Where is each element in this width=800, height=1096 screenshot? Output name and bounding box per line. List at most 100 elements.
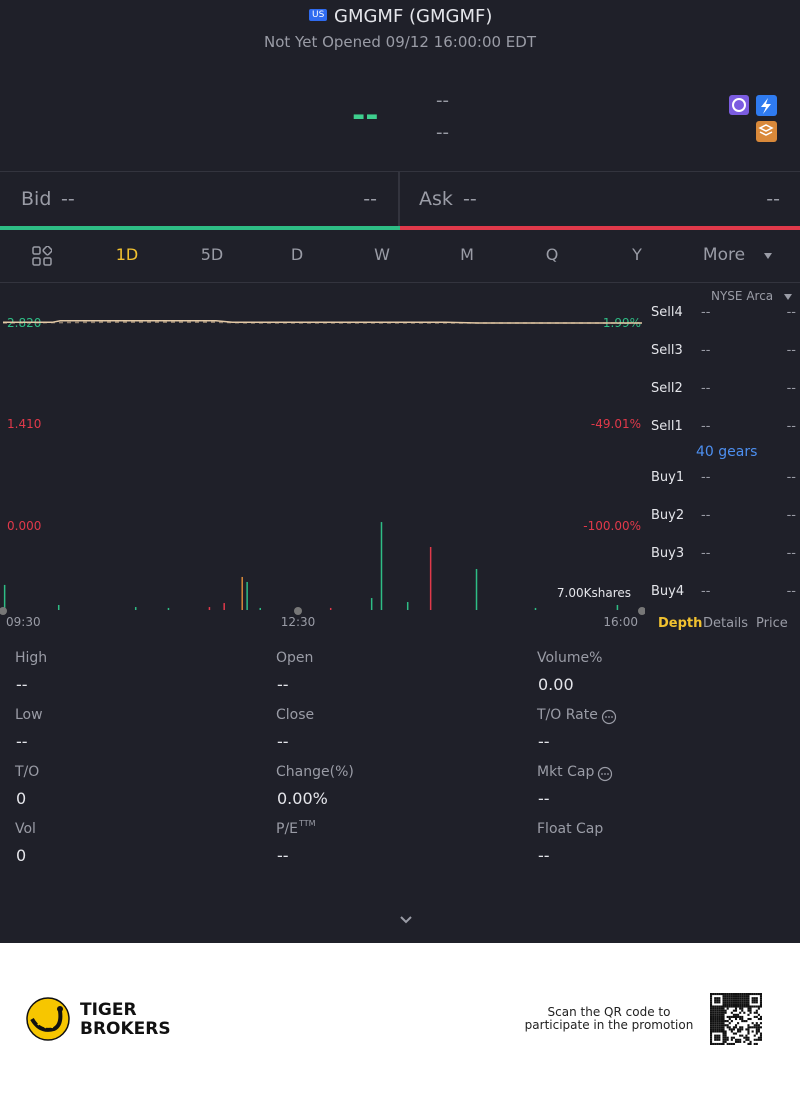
gears[interactable]: 40 gears <box>696 444 758 460</box>
footer: TIGER BROKERS Scan the QR code to partic… <box>0 943 800 1096</box>
qr-cell <box>712 1009 715 1012</box>
qr-cell <box>755 1009 758 1012</box>
feature-icons[interactable] <box>728 94 780 144</box>
qr-cell <box>726 999 729 1002</box>
time-label: 09:30 <box>6 615 41 629</box>
exchange[interactable]: NYSE Arca <box>711 289 774 303</box>
qr-cell <box>743 1003 746 1006</box>
period-tab[interactable]: More <box>702 245 746 265</box>
qr-cell <box>726 1026 729 1029</box>
period-tab[interactable]: 1D <box>115 245 139 264</box>
qr-cell <box>712 1005 715 1008</box>
qr-cell <box>726 993 729 996</box>
qr-text: Scan the QR code to <box>547 1005 671 1019</box>
brand-line: TIGER <box>80 1000 137 1020</box>
book-price: -- <box>701 508 711 523</box>
qr-cell <box>757 1026 760 1029</box>
qr-cell <box>716 1042 719 1045</box>
qr-cell <box>743 1040 746 1043</box>
qr-cell <box>710 1034 713 1037</box>
qr-cell <box>726 1003 729 1006</box>
qr-cell <box>747 1042 750 1045</box>
qr-cell <box>734 1040 738 1043</box>
qr-cell <box>755 999 758 1002</box>
qr-cell <box>737 1001 740 1004</box>
book-size: -- <box>786 343 796 358</box>
expand-icon[interactable] <box>399 915 413 925</box>
change-percent: -- <box>436 122 449 143</box>
book-tab[interactable]: Depth <box>658 616 703 631</box>
qr-cell <box>714 1007 717 1010</box>
stat-value: 0.00% <box>277 789 328 808</box>
qr-cell <box>710 995 713 998</box>
qr-cell <box>755 1038 758 1041</box>
qr-cell <box>755 1024 758 1027</box>
qr-code[interactable] <box>710 993 762 1045</box>
qr-cell <box>741 995 744 998</box>
info-icon[interactable] <box>597 766 613 782</box>
period-tab[interactable]: Y <box>632 245 642 264</box>
status: Not Yet Opened 09/12 16:00:00 EDT <box>264 33 536 51</box>
qr-cell <box>757 1013 760 1016</box>
qr-cell <box>718 993 721 996</box>
qr-cell <box>726 1005 729 1008</box>
qr-cell <box>759 997 762 1000</box>
qr-cell <box>747 999 750 1002</box>
qr-cell <box>747 1013 750 1016</box>
qr-cell <box>720 1007 723 1010</box>
qr-cell <box>732 1015 735 1018</box>
stat-value: 0.00 <box>538 675 574 694</box>
qr-cell <box>732 1001 735 1004</box>
qr-cell <box>739 1017 742 1021</box>
qr-cell <box>730 1003 733 1006</box>
qr-cell <box>714 1001 717 1004</box>
qr-cell <box>722 1013 725 1016</box>
qr-cell <box>757 993 760 996</box>
qr-cell <box>712 1015 715 1018</box>
qr-cell <box>741 1034 744 1037</box>
period-tab[interactable]: Q <box>545 245 559 264</box>
bid-label: Bid <box>21 188 52 210</box>
qr-cell <box>724 1032 727 1035</box>
book-label: Sell4 <box>651 305 683 320</box>
stat-label: Close <box>276 707 315 723</box>
book-price: -- <box>701 305 711 320</box>
qr-cell <box>755 1015 758 1018</box>
qr-cell <box>732 1042 735 1045</box>
qr-cell <box>734 1024 738 1027</box>
period-tab[interactable]: D <box>290 245 304 264</box>
qr-cell <box>724 995 727 998</box>
stat-value: -- <box>277 675 289 694</box>
percent-label: -49.01% <box>591 417 641 431</box>
qr-cell <box>759 1005 762 1008</box>
qr-cell <box>759 1038 762 1041</box>
qr-cell <box>759 993 762 996</box>
ask-size: -- <box>766 188 780 210</box>
qr-cell <box>718 1007 721 1010</box>
book-tab[interactable]: Price <box>756 616 788 631</box>
qr-cell <box>710 997 713 1000</box>
qr-cell <box>728 1028 731 1031</box>
period-tab[interactable]: M <box>460 245 474 264</box>
book-tab[interactable]: Details <box>703 616 749 631</box>
stat-label: T/O <box>15 764 40 780</box>
qr-cell <box>724 1030 727 1033</box>
period-tab[interactable]: 5D <box>200 245 224 264</box>
qr-cell <box>753 1024 756 1027</box>
qr-cell <box>710 1042 713 1045</box>
qr-cell <box>716 1005 719 1008</box>
period-tab[interactable]: W <box>374 245 390 264</box>
qr-cell <box>720 993 723 996</box>
qr-cell <box>739 1011 742 1014</box>
qr-cell <box>712 1017 715 1021</box>
book-label: Buy2 <box>651 508 685 523</box>
qr-cell <box>714 1022 717 1025</box>
qr-cell <box>755 1011 758 1014</box>
qr-cell <box>739 999 742 1002</box>
dropdown-icon <box>764 253 772 259</box>
qr-cell <box>722 1032 725 1035</box>
layout-icon[interactable] <box>32 246 52 266</box>
info-icon[interactable] <box>601 709 617 725</box>
qr-cell <box>739 1005 742 1008</box>
ring <box>601 709 617 725</box>
